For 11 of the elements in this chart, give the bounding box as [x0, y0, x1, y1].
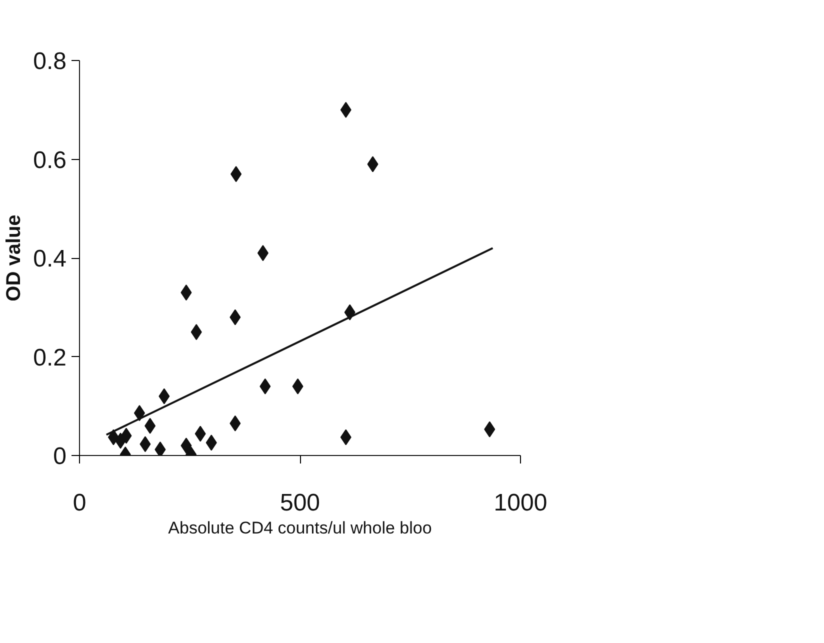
point [154, 442, 166, 456]
x-axis-title: Absolute CD4 counts/ul whole bloo [168, 518, 432, 538]
y-tick-label: 0.8 [33, 48, 67, 75]
x-tick-label: 500 [280, 490, 320, 516]
x-tick-label: 1000 [494, 490, 548, 516]
y-axis-title: OD value [3, 214, 26, 302]
x-tick-label: 0 [72, 490, 86, 516]
y-tick-label: 0.2 [33, 344, 67, 372]
y-tick-label: 0.6 [33, 146, 67, 174]
y-tick-label: 0.4 [33, 246, 67, 272]
y-tick-label: 0 [53, 443, 67, 470]
